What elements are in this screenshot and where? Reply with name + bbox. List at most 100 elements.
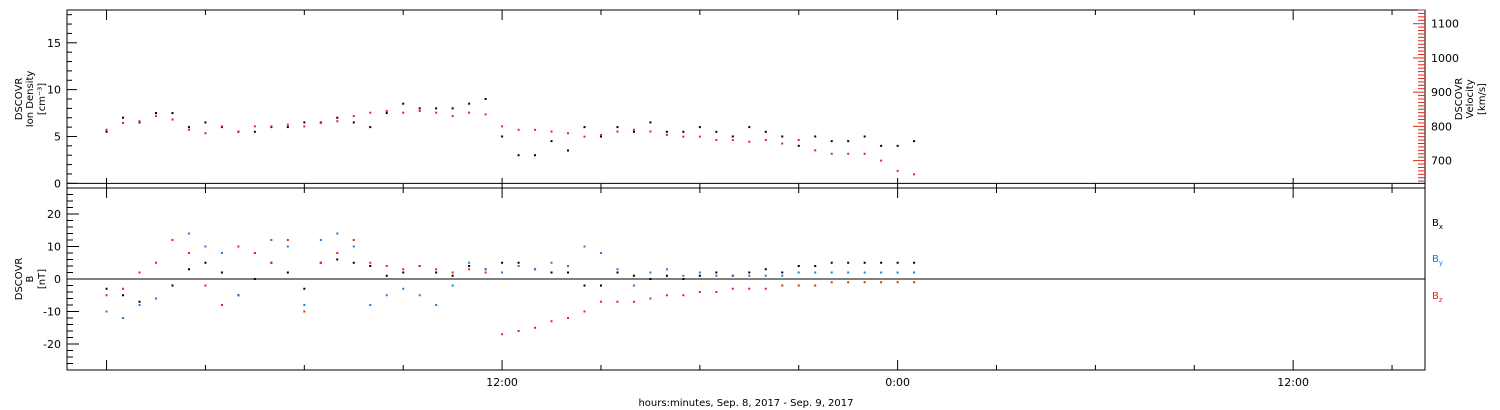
bottom-data-point: [270, 239, 273, 241]
bottom-data-point: [880, 271, 883, 274]
top-data-point: [583, 126, 586, 129]
bottom-data-point: [336, 252, 339, 254]
bottom-data-point: [896, 261, 899, 264]
top-data-point: [105, 130, 108, 133]
bottom-data-point: [649, 297, 652, 300]
bottom-data-point: [187, 268, 190, 271]
legend-by-name: B: [1432, 254, 1439, 265]
top-data-point: [352, 121, 355, 124]
legend-bz-name: B: [1432, 291, 1439, 302]
bottom-data-point: [781, 271, 784, 274]
bottom-data-point: [435, 271, 438, 274]
bottom-data-point: [748, 274, 751, 277]
bottom-data-point: [583, 310, 586, 313]
top-data-point: [352, 115, 355, 118]
top-data-point: [122, 116, 125, 119]
top-data-point: [402, 102, 405, 105]
top-data-point: [847, 140, 850, 143]
bottom-data-point: [501, 261, 504, 264]
bottom-data-point: [715, 291, 718, 293]
bottom-data-point: [253, 252, 256, 254]
top-right-axis-ticks: 700 800 900 1000 1100: [1413, 9, 1459, 182]
top-data-point: [814, 149, 817, 152]
top-data-point: [748, 140, 751, 143]
bottom-data-point: [369, 261, 372, 264]
bottom-data-point: [913, 281, 916, 284]
top-data-point: [715, 130, 718, 133]
top-data-point: [698, 126, 701, 129]
bottom-data-point: [764, 268, 767, 271]
top-left-tick-label: 15: [47, 37, 61, 50]
bottom-data-point: [204, 284, 207, 287]
top-data-point: [880, 144, 883, 147]
legend-bx-name: B: [1432, 218, 1439, 229]
bottom-data-point: [764, 274, 767, 277]
top-left-axis-ticks: 0 5 10 15: [47, 14, 77, 190]
bottom-data-point: [138, 300, 141, 303]
bottom-data-point: [649, 271, 652, 274]
bottom-data-point: [105, 294, 108, 297]
top-data-point: [105, 128, 108, 131]
top-data-point: [682, 135, 685, 138]
top-data-point: [253, 130, 256, 133]
bottom-data-point: [138, 271, 141, 274]
top-data-point: [484, 113, 487, 116]
bottom-data-point: [599, 284, 602, 287]
bottom-data-point: [863, 261, 866, 264]
x-tick-label: 12:00: [486, 376, 518, 389]
top-data-point: [451, 107, 454, 110]
bottom-data-point: [253, 278, 256, 280]
top-data-point: [665, 133, 668, 136]
bottom-data-point: [649, 278, 652, 280]
top-data-point: [286, 126, 289, 129]
bottom-data-point: [583, 245, 586, 248]
top-data-point: [797, 139, 800, 142]
legend-by: By: [1432, 254, 1443, 267]
bottom-data-point: [303, 310, 306, 313]
top-data-point: [435, 111, 438, 114]
bottom-data-point: [418, 265, 421, 267]
bottom-data-point: [451, 284, 454, 287]
top-data-point: [863, 152, 866, 155]
top-right-ylabel-line3: [km/s]: [1477, 83, 1488, 115]
bottom-data-point: [286, 271, 289, 274]
top-data-point: [583, 135, 586, 138]
top-data-point: [154, 115, 157, 118]
top-data-point: [402, 111, 405, 114]
bottom-data-point: [567, 317, 570, 319]
bottom-data-point: [286, 245, 289, 248]
top-right-ylabel-line1: DSCOVR: [1454, 78, 1465, 121]
bottom-data-point: [171, 239, 174, 241]
top-data-point: [517, 128, 520, 131]
top-data-point: [781, 135, 784, 138]
legend-by-sub: y: [1439, 259, 1443, 267]
top-data-point: [632, 130, 635, 133]
legend-bz-sub: z: [1439, 296, 1443, 304]
bottom-left-ylabel-line3: [nT]: [37, 269, 48, 289]
top-data-point: [599, 133, 602, 136]
bottom-data-point: [336, 232, 339, 235]
top-left-ylabel-line2: Ion Density: [25, 71, 36, 128]
top-data-point: [385, 112, 388, 115]
top-data-point: [303, 125, 306, 128]
top-data-point: [187, 126, 190, 129]
bottom-data-point: [352, 245, 355, 248]
bottom-data-point: [187, 232, 190, 235]
bottom-data-point: [154, 261, 157, 264]
top-data-point: [534, 154, 537, 157]
bottom-data-point: [187, 252, 190, 254]
top-data-point: [814, 135, 817, 138]
bottom-data-point: [303, 287, 306, 290]
bottom-data-point: [352, 261, 355, 264]
top-data-point: [171, 118, 174, 121]
top-left-ylabel: DSCOVR Ion Density [cm⁻³]: [14, 71, 48, 128]
bottom-data-point: [468, 268, 471, 271]
bottom-data-point: [220, 271, 223, 274]
top-data-point: [781, 142, 784, 145]
top-data-point: [270, 125, 273, 128]
bottom-data-point: [385, 274, 388, 277]
top-right-tick-label: 900: [1431, 86, 1452, 99]
bottom-data-point: [830, 261, 833, 264]
bottom-data-point: [550, 271, 553, 274]
bottom-data-point: [435, 304, 438, 306]
